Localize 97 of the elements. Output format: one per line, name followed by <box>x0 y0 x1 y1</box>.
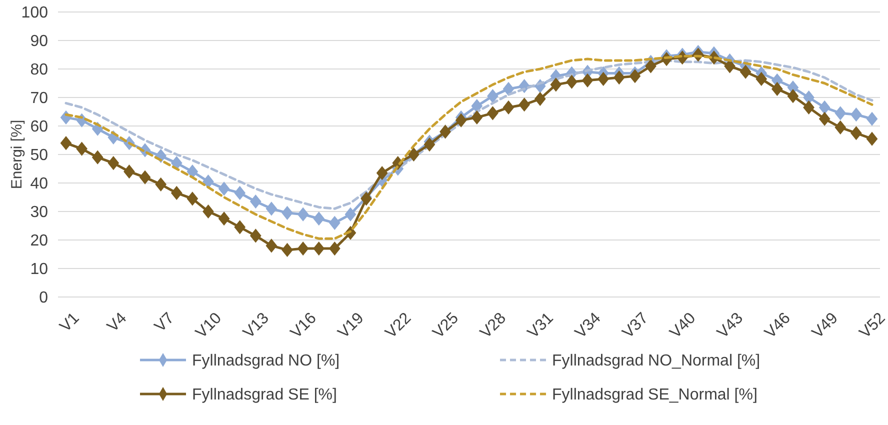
point <box>487 89 498 103</box>
x-tick-label: V4 <box>104 310 130 336</box>
point <box>202 174 214 188</box>
point <box>502 82 514 96</box>
y-tick-label: 30 <box>30 204 48 222</box>
y-axis-title: Energi [%] <box>8 120 26 190</box>
point <box>866 112 878 126</box>
point <box>76 142 88 156</box>
point <box>218 182 230 196</box>
point <box>645 59 656 73</box>
y-tick-label: 40 <box>30 176 48 193</box>
point <box>566 75 578 89</box>
y-tick-label: 50 <box>30 147 48 164</box>
point <box>834 120 846 134</box>
x-tick-label: V13 <box>240 310 272 342</box>
point <box>471 110 482 124</box>
legend-label: Fyllnadsgrad NO [%] <box>192 352 340 370</box>
point <box>376 166 388 180</box>
point <box>140 170 151 184</box>
x-tick-label: V34 <box>572 310 604 342</box>
point <box>60 136 72 150</box>
y-tick-label: 10 <box>30 261 48 278</box>
point <box>724 59 736 73</box>
point <box>487 106 498 120</box>
x-tick-label: V40 <box>666 310 700 342</box>
point <box>282 206 293 220</box>
y-tick-label: 70 <box>30 90 48 108</box>
point <box>344 208 356 222</box>
point <box>92 150 104 164</box>
x-tick-label: V10 <box>192 310 226 342</box>
point <box>282 243 293 257</box>
x-tick-label: V37 <box>620 310 652 342</box>
x-tick-label: V22 <box>382 310 415 342</box>
x-tick-label: V16 <box>288 310 320 342</box>
point <box>266 202 277 216</box>
point <box>234 186 246 200</box>
y-tick-label: 80 <box>30 62 48 79</box>
point <box>819 100 830 114</box>
y-tick-label: 90 <box>30 33 48 50</box>
point <box>582 74 594 88</box>
point <box>298 242 309 256</box>
point <box>502 100 514 114</box>
point <box>313 242 324 256</box>
x-tick-label: V43 <box>714 310 747 342</box>
y-tick-label: 100 <box>21 4 48 22</box>
x-tick-label: V49 <box>809 310 842 342</box>
point <box>171 156 182 170</box>
point <box>740 65 752 79</box>
point <box>329 216 340 230</box>
x-tick-label: V25 <box>430 310 462 342</box>
point <box>298 208 309 222</box>
point <box>598 72 609 86</box>
legend-label: Fyllnadsgrad SE [%] <box>192 386 337 404</box>
point <box>250 194 262 208</box>
point <box>329 242 340 256</box>
point <box>186 192 198 206</box>
point <box>803 90 814 104</box>
legend-label: Fyllnadsgrad NO_Normal [%] <box>552 352 760 370</box>
x-tick-label: V31 <box>524 310 557 342</box>
point <box>756 72 767 86</box>
point <box>124 164 135 178</box>
point <box>629 69 640 83</box>
x-tick-label: V52 <box>856 310 888 342</box>
point <box>803 100 814 114</box>
point <box>614 70 625 84</box>
point <box>155 178 166 192</box>
point <box>850 126 862 140</box>
point <box>518 98 530 112</box>
x-tick-label: V46 <box>762 310 794 342</box>
point <box>186 164 198 178</box>
point <box>218 212 230 226</box>
point <box>171 186 182 200</box>
point <box>424 138 436 152</box>
point <box>534 92 546 106</box>
point <box>550 78 562 92</box>
point <box>471 99 482 113</box>
point <box>234 220 246 234</box>
point <box>108 156 119 170</box>
point <box>456 114 467 128</box>
point <box>250 229 262 242</box>
x-tick-label: V19 <box>335 310 368 342</box>
y-tick-label: 20 <box>30 232 48 250</box>
point <box>787 89 798 103</box>
y-tick-label: 60 <box>30 118 48 136</box>
point <box>313 212 324 226</box>
point <box>266 238 277 252</box>
point <box>834 106 846 120</box>
point <box>819 112 830 126</box>
point <box>202 204 214 218</box>
point <box>866 132 878 146</box>
point <box>772 82 783 96</box>
x-tick-label: V28 <box>477 310 510 342</box>
x-tick-label: V7 <box>152 310 178 336</box>
point <box>850 108 862 122</box>
legend-label: Fyllnadsgrad SE_Normal [%] <box>552 386 758 404</box>
y-tick-label: 0 <box>39 290 48 307</box>
x-tick-label: V1 <box>56 310 83 336</box>
